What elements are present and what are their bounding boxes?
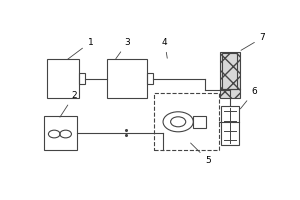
Bar <box>47 59 79 98</box>
Text: 5: 5 <box>190 143 211 165</box>
Bar <box>44 116 77 150</box>
Text: 3: 3 <box>116 38 130 59</box>
Text: 7: 7 <box>241 33 265 50</box>
Text: 4: 4 <box>162 38 167 58</box>
Bar <box>220 52 240 98</box>
Bar <box>154 93 219 150</box>
Bar <box>107 59 147 98</box>
Bar <box>221 106 238 145</box>
Bar <box>193 116 206 128</box>
Bar <box>222 53 238 89</box>
Bar <box>147 73 153 84</box>
Text: 1: 1 <box>68 38 93 59</box>
Bar <box>79 73 85 84</box>
Text: 2: 2 <box>60 91 77 117</box>
Text: 6: 6 <box>240 87 257 109</box>
